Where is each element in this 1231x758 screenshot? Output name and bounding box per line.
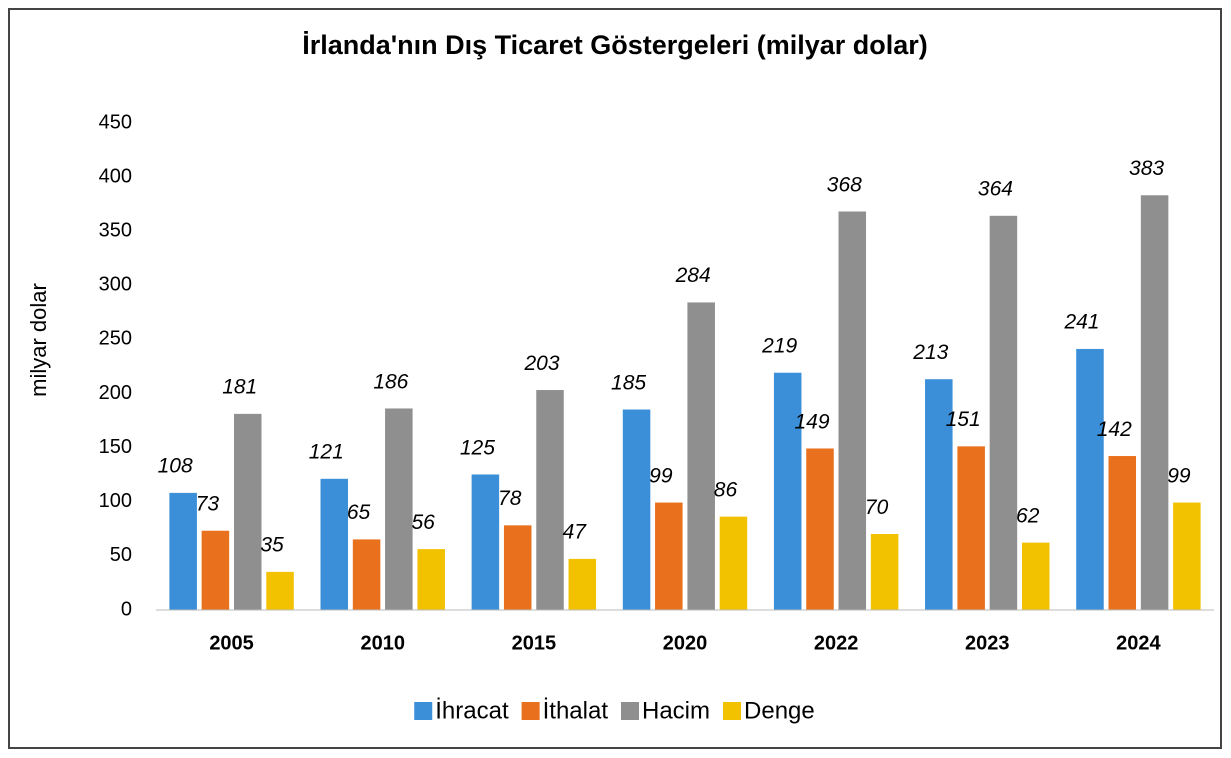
bar-shade [385,408,413,610]
y-tick-label: 350 [99,220,132,242]
data-label: 70 [865,496,889,519]
y-tick-label: 200 [99,382,132,404]
x-tick-label: 2015 [512,632,557,654]
data-label: 78 [498,487,522,510]
bar-shade [266,572,294,610]
bar-shade [1173,502,1201,610]
bar-shade [719,516,747,610]
bar-shade [471,474,499,610]
legend-label: Hacim [642,697,710,724]
data-label: 86 [714,478,738,501]
data-label: 35 [260,534,284,557]
data-label: 203 [523,352,559,375]
data-label: 149 [794,410,829,433]
data-label: 56 [411,511,435,534]
x-tick-label: 2023 [965,632,1010,654]
x-tick-label: 2010 [360,632,405,654]
legend-swatch [621,702,640,720]
data-label: 364 [978,178,1013,201]
data-label: 383 [1129,157,1164,180]
bar-shade [989,216,1017,610]
x-tick-label: 2024 [1116,632,1161,654]
legend-swatch [723,702,742,720]
bar-shade [871,534,899,610]
data-label: 142 [1097,418,1132,441]
bar-shade [1022,542,1050,610]
x-tick-label: 2005 [209,632,254,654]
bar-shade [536,390,564,610]
data-label: 151 [946,408,981,431]
y-tick-label: 450 [99,111,132,133]
bar-shade [1108,456,1136,610]
data-label: 121 [309,441,344,464]
bar-shade [417,549,445,610]
legend-label: Denge [744,697,815,724]
bar-shade [234,414,262,610]
data-label: 99 [1167,464,1191,487]
bar-shade [925,379,953,610]
y-tick-label: 300 [99,274,132,296]
x-tick-label: 2020 [663,632,708,654]
data-label: 219 [761,335,797,358]
bar-shade [838,211,866,610]
data-label: 73 [196,493,220,516]
data-label: 108 [158,455,193,478]
y-tick-label: 100 [99,490,132,512]
data-label: 241 [1063,311,1099,334]
y-tick-label: 400 [99,165,132,187]
data-label: 284 [675,264,711,287]
bar-shade [353,539,381,610]
data-label: 181 [222,376,257,399]
legend-label: İhracat [435,697,509,724]
data-label: 62 [1016,504,1040,527]
data-label: 186 [373,370,408,393]
bar-shade [504,525,532,610]
chart-border [8,8,1222,749]
bar-shade [957,446,985,610]
bar-shade [201,530,229,610]
data-label: 368 [827,173,862,196]
bar-shade [1076,349,1104,610]
bar-shade [169,493,197,610]
legend-swatch [414,702,433,720]
bar-shade [568,559,596,610]
y-tick-label: 250 [99,328,132,350]
data-label: 99 [649,464,673,487]
y-axis-label: milyar dolar [26,283,51,397]
data-label: 47 [563,521,588,544]
x-tick-label: 2022 [814,632,859,654]
chart-title: İrlanda'nın Dış Ticaret Göstergeleri (mi… [302,30,928,60]
legend-label: İthalat [543,697,609,724]
y-tick-label: 150 [99,436,132,458]
data-label: 213 [912,341,948,364]
bar-shade [655,502,683,610]
bar-shade [774,372,802,610]
data-label: 65 [347,501,371,524]
bar-shade [687,302,715,610]
legend-swatch [521,702,540,720]
data-label: 185 [611,371,646,394]
bar-shade [806,448,834,610]
y-tick-label: 50 [110,544,132,566]
data-label: 125 [460,436,495,459]
bar-shade [1141,195,1169,610]
y-tick-label: 0 [121,598,132,620]
bar-shade [623,409,651,610]
bar-shade [320,479,348,610]
